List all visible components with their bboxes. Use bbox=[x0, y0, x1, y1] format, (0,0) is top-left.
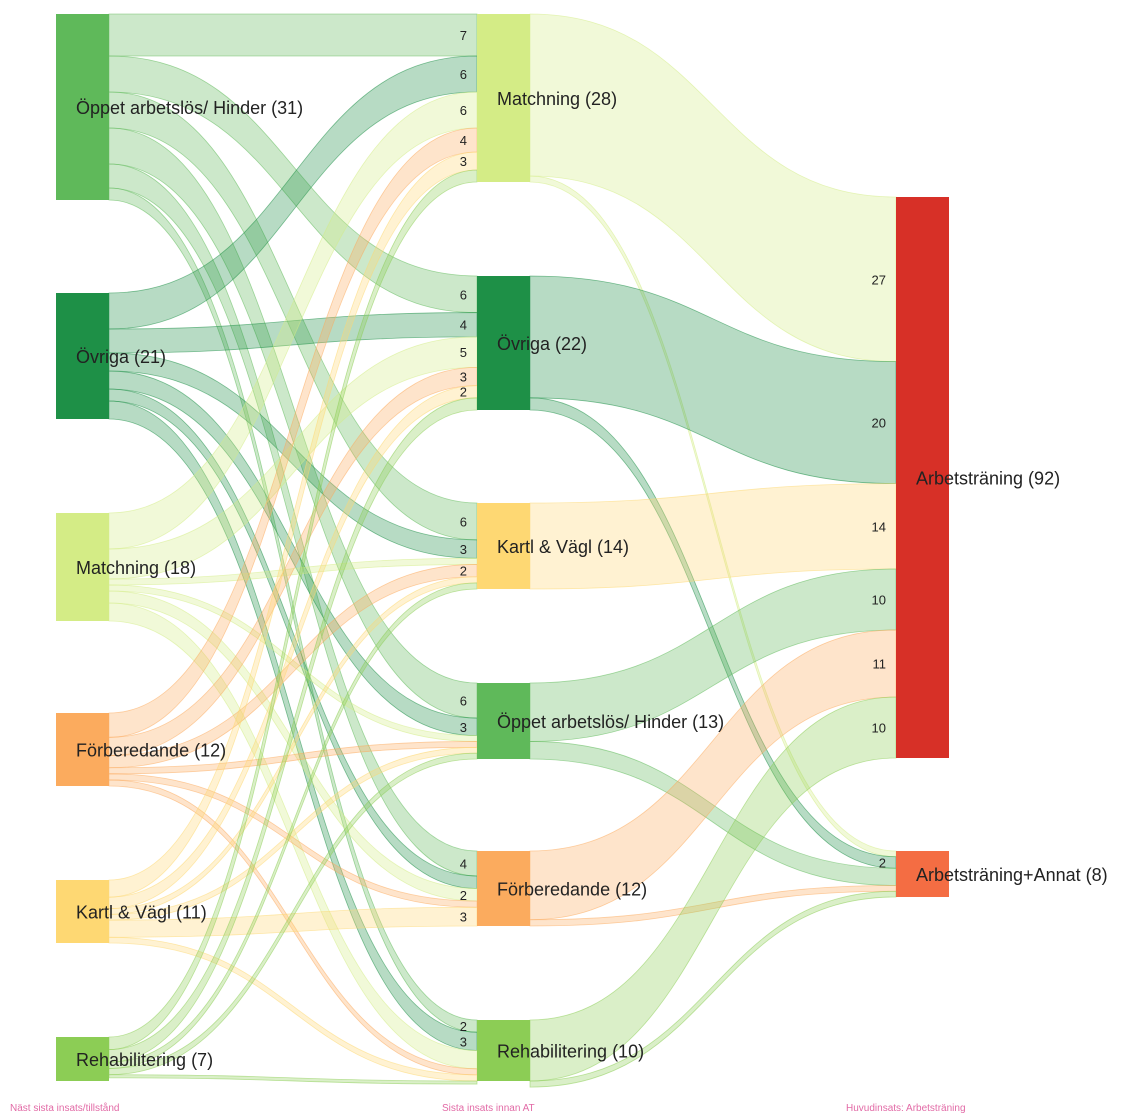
flow-value-label: 2 bbox=[460, 564, 467, 579]
sankey-node-label: Förberedande (12) bbox=[76, 741, 226, 761]
column-title-left: Näst sista insats/tillstånd bbox=[10, 1102, 120, 1114]
sankey-node bbox=[56, 293, 109, 419]
flow-value-label: 10 bbox=[872, 592, 886, 607]
sankey-node bbox=[477, 1020, 530, 1081]
sankey-node-label: Förberedande (12) bbox=[497, 880, 647, 900]
sankey-node-label: Rehabilitering (10) bbox=[497, 1042, 644, 1062]
sankey-node bbox=[56, 1037, 109, 1081]
sankey-node-label: Rehabilitering (7) bbox=[76, 1050, 213, 1070]
flow-value-label: 4 bbox=[460, 318, 467, 333]
flow-value-label: 14 bbox=[872, 519, 886, 534]
flow-value-label: 6 bbox=[460, 67, 467, 82]
sankey-node bbox=[56, 713, 109, 786]
sankey-node-label: Arbetsträning+Annat (8) bbox=[916, 865, 1108, 885]
sankey-node bbox=[896, 197, 949, 758]
flow-value-label: 4 bbox=[460, 857, 467, 872]
sankey-node-label: Öppet arbetslös/ Hinder (31) bbox=[76, 98, 303, 118]
flow-link bbox=[108, 13, 478, 57]
column-title-right: Huvudinsats: Arbetsträning bbox=[846, 1103, 966, 1114]
column-title-middle: Sista insats innan AT bbox=[442, 1103, 535, 1114]
flow-value-label: 6 bbox=[460, 287, 467, 302]
sankey-node-label: Kartl & Vägl (14) bbox=[497, 537, 629, 557]
flow-value-label: 3 bbox=[460, 542, 467, 557]
flow-value-label: 3 bbox=[460, 910, 467, 925]
flow-value-label: 27 bbox=[872, 272, 886, 287]
flow-value-label: 3 bbox=[460, 370, 467, 385]
sankey-node-label: Övriga (21) bbox=[76, 347, 166, 367]
flow-value-label: 3 bbox=[460, 1034, 467, 1049]
flow-value-label: 4 bbox=[460, 133, 467, 148]
flow-value-label: 5 bbox=[460, 345, 467, 360]
flow-value-label: 7 bbox=[460, 28, 467, 43]
flow-value-label: 10 bbox=[872, 721, 886, 736]
flow-value-label: 3 bbox=[460, 154, 467, 169]
flow-value-label: 6 bbox=[460, 103, 467, 118]
sankey-node bbox=[56, 513, 109, 621]
sankey-column-titles: Näst sista insats/tillstånd Sista insats… bbox=[10, 1102, 966, 1114]
sankey-node-labels: Öppet arbetslös/ Hinder (31) Övriga (21) M… bbox=[76, 89, 1108, 1070]
sankey-node-label: Arbetsträning (92) bbox=[916, 469, 1060, 489]
sankey-node bbox=[477, 276, 530, 410]
sankey-node bbox=[477, 683, 530, 759]
sankey-nodes bbox=[56, 14, 949, 1081]
flow-value-label: 2 bbox=[460, 888, 467, 903]
sankey-node bbox=[56, 880, 109, 943]
sankey-links bbox=[108, 13, 897, 1088]
sankey-node-label: Öppet arbetslös/ Hinder (13) bbox=[497, 712, 724, 732]
sankey-node-label: Matchning (28) bbox=[497, 89, 617, 109]
flow-value-label: 2 bbox=[460, 385, 467, 400]
flow-value-label: 2 bbox=[460, 1019, 467, 1034]
flow-value-label: 3 bbox=[460, 720, 467, 735]
flow-value-label: 2 bbox=[879, 856, 886, 871]
flow-link bbox=[108, 1074, 478, 1085]
sankey-node-label: Övriga (22) bbox=[497, 334, 587, 354]
sankey-node-label: Matchning (18) bbox=[76, 558, 196, 578]
flow-value-label: 6 bbox=[460, 694, 467, 709]
sankey-node-label: Kartl & Vägl (11) bbox=[76, 903, 207, 923]
sankey-node bbox=[477, 851, 530, 926]
sankey-node bbox=[56, 14, 109, 200]
sankey-node bbox=[477, 14, 530, 182]
flow-value-label: 20 bbox=[872, 416, 886, 431]
sankey-node bbox=[896, 851, 949, 897]
flow-value-label: 6 bbox=[460, 514, 467, 529]
flow-value-label: 11 bbox=[873, 656, 887, 671]
sankey-node bbox=[477, 503, 530, 589]
